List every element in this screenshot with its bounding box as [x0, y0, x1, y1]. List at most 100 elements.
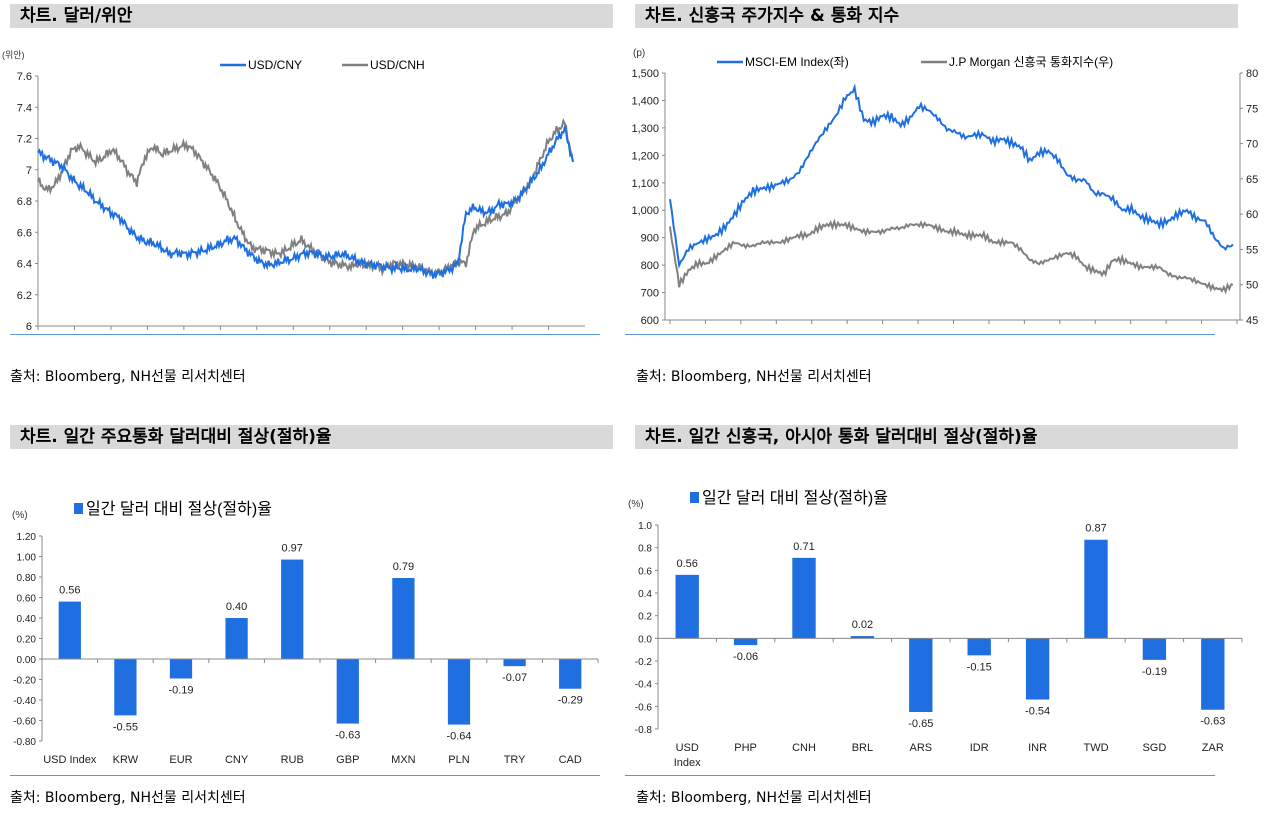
source-divider: [10, 775, 600, 776]
y-left-tick-label: 1,200: [631, 150, 659, 162]
y-left-tick-label: 1,100: [631, 178, 659, 190]
y-tick-label: 0.2: [638, 612, 652, 623]
x-tick-label: 21.05: [904, 329, 932, 330]
bar: [392, 578, 415, 659]
x-tick-label: 21.03: [869, 329, 897, 330]
y-right-tick-label: 50: [1246, 280, 1258, 292]
x-tick-label: 22.09: [1188, 329, 1216, 330]
y-tick-label: 0.8: [638, 544, 652, 555]
bar: [58, 601, 81, 659]
bar: [967, 638, 991, 656]
x-tick-label: 20.09: [763, 329, 791, 330]
panel-usdcny: 차트. 달러/위안 (위안)66.26.46.66.877.27.47.620.…: [0, 4, 622, 394]
y-right-tick-label: 65: [1246, 174, 1258, 186]
bar-value-label: -0.07: [502, 672, 527, 684]
source-divider: [625, 775, 1215, 776]
x-tick-label: ARS: [909, 742, 932, 754]
y-tick-label: 1.00: [17, 553, 37, 564]
y-tick-label: -0.6: [635, 702, 653, 713]
x-tick-label: KRW: [113, 754, 139, 766]
x-tick-label: 21.09: [975, 329, 1003, 330]
y-tick-label: 0.20: [17, 635, 37, 646]
series-line-usd-cny: [37, 123, 574, 280]
panel-msci: 차트. 신흥국 주가지수 & 통화 지수 (p) 600 700 800 900 1,00…: [625, 4, 1258, 394]
y-tick-label: -0.8: [635, 725, 653, 736]
bar-value-label: 0.02: [852, 619, 873, 631]
bar-value-label: -0.65: [908, 718, 933, 730]
y-right-tick-label: 80: [1246, 68, 1258, 80]
emerging-currency-bar-chart: (%) 일간 달러 대비 절상(절하)율 -0.8 -0.6 -0.4 -0.2 0.0 0.…: [628, 489, 1243, 769]
x-tick-label: 22.07: [1152, 329, 1180, 330]
x-tick-label: CNY: [225, 754, 249, 766]
y-tick-label: 6.2: [17, 290, 32, 302]
major-currency-bar-chart: (%) 일간 달러 대비 절상(절하)율 -0.80 -0.60 -0.40 -0.20 0…: [12, 500, 599, 766]
x-tick-label: Index: [674, 757, 701, 769]
bar-value-label: -0.63: [335, 730, 360, 742]
x-tick-label: GBP: [336, 754, 359, 766]
chart-area: (%) 일간 달러 대비 절상(절하)율 -0.80 -0.60 -0.40 -0.20 0…: [0, 453, 622, 777]
x-tick-label: INR: [1028, 742, 1047, 754]
y-unit-label: (p): [633, 48, 645, 59]
panel-emerging-currencies: 차트. 일간 신흥국, 아시아 통화 달러대비 절상(절하)율 (%) 일간 달러…: [625, 425, 1247, 813]
y-tick-label: 0.80: [17, 573, 37, 584]
x-tick-label: PHP: [734, 742, 757, 754]
y-tick-label: -0.20: [13, 676, 36, 687]
source-divider: [10, 334, 600, 335]
y-tick-label: 1.20: [17, 532, 37, 543]
x-tick-label: IDR: [970, 742, 989, 754]
y-left-tick-label: 600: [641, 315, 659, 327]
x-tick-label: 22.01: [1046, 329, 1074, 330]
y-tick-label: 0.40: [17, 614, 37, 625]
bar: [792, 557, 816, 639]
y-tick-label: 7: [26, 165, 32, 177]
y-right-tick-label: 55: [1246, 244, 1258, 256]
legend-label: 일간 달러 대비 절상(절하)율: [702, 489, 888, 507]
bar: [281, 559, 304, 659]
y-tick-label: 0.0: [638, 634, 652, 645]
series-line-jpm-em-fx: [669, 218, 1234, 295]
chart-title: 차트. 신흥국 주가지수 & 통화 지수: [635, 4, 1238, 28]
x-tick-label: CNH: [792, 742, 816, 754]
y-left-tick-label: 1,000: [631, 205, 659, 217]
bar-value-label: 0.71: [793, 541, 814, 553]
y-tick-label: -0.2: [635, 657, 653, 668]
bar: [1025, 638, 1050, 700]
y-right-tick-label: 60: [1246, 209, 1258, 221]
x-tick-label: 21.11: [1011, 329, 1038, 330]
bar-value-label: -0.63: [1200, 716, 1225, 728]
x-tick-label: 20.05: [692, 329, 720, 330]
legend-label: MSCI-EM Index(좌): [745, 55, 849, 69]
x-tick-label: TWD: [1083, 742, 1108, 754]
bar-value-label: 0.97: [281, 543, 302, 555]
y-right-tick-label: 75: [1246, 103, 1258, 115]
y-unit-label: (%): [12, 510, 28, 521]
bar: [169, 659, 193, 679]
bar-value-label: 0.56: [676, 558, 697, 570]
bar-value-label: -0.54: [1025, 706, 1050, 718]
y-tick-label: -0.60: [13, 717, 36, 728]
bar-value-label: -0.19: [168, 684, 193, 696]
bar-value-label: -0.19: [1142, 666, 1167, 678]
series-line-msci-em: [669, 83, 1234, 269]
y-tick-label: -0.4: [635, 680, 653, 691]
y-tick-label: 7.4: [17, 102, 32, 114]
x-tick-label: 22.05: [1117, 329, 1145, 330]
usdcny-line-chart: (위안)66.26.46.66.877.27.47.620.0620.0820.…: [2, 50, 585, 347]
x-tick-label: 20.11: [798, 329, 825, 330]
y-tick-label: 7.2: [17, 134, 32, 146]
x-tick-label: SGD: [1142, 742, 1166, 754]
x-tick-label: ZAR: [1202, 742, 1224, 754]
legend-label: 일간 달러 대비 절상(절하)율: [86, 500, 272, 518]
y-tick-label: 0.4: [638, 589, 652, 600]
bar-value-label: 0.56: [59, 585, 80, 597]
x-tick-label: TRY: [504, 754, 526, 766]
legend-label: USD/CNY: [248, 58, 302, 72]
bar-value-label: 0.87: [1085, 523, 1106, 535]
x-tick-label: MXN: [391, 754, 416, 766]
y-left-tick-label: 1,300: [631, 123, 659, 135]
x-tick-label: 20.03: [656, 329, 684, 330]
bar: [1142, 638, 1167, 660]
source-note: 출처: Bloomberg, NH선물 리서치센터: [10, 790, 246, 806]
y-left-tick-label: 900: [641, 233, 659, 245]
panel-major-currencies: 차트. 일간 주요통화 달러대비 절상(절하)율 (%) 일간 달러 대비 절상(…: [0, 425, 622, 813]
